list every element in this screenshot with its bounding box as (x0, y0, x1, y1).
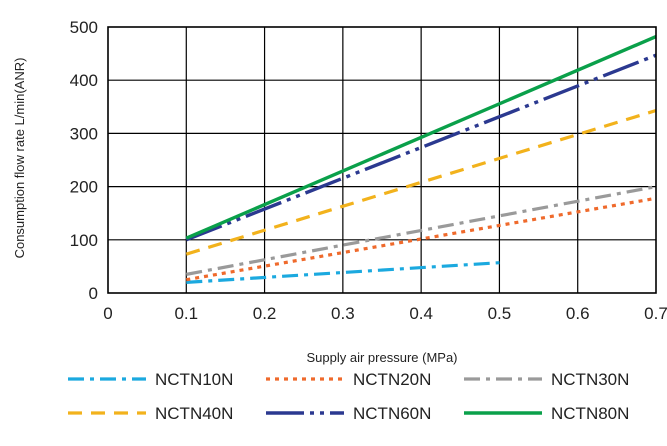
series-line-nctn20n (186, 196, 657, 282)
series-line-nctn60n (185, 53, 657, 242)
x-tick-label: 0.7 (644, 304, 667, 323)
legend-label: NCTN10N (155, 370, 233, 389)
y-tick-label: 200 (70, 178, 98, 197)
x-axis-label: Supply air pressure (MPa) (307, 350, 458, 365)
legend-label: NCTN20N (353, 370, 431, 389)
x-tick-label: 0.4 (409, 304, 433, 323)
x-tick-label: 0.3 (331, 304, 355, 323)
legend-label: NCTN40N (155, 404, 233, 423)
legend-label: NCTN30N (551, 370, 629, 389)
x-tick-label: 0.5 (488, 304, 512, 323)
y-tick-label: 0 (89, 284, 98, 303)
series-line-nctn80n (185, 35, 657, 240)
x-tick-label: 0.1 (174, 304, 198, 323)
y-tick-label: 300 (70, 124, 98, 143)
series-layer (185, 35, 657, 284)
x-tick-label: 0.2 (253, 304, 277, 323)
legend-label: NCTN60N (353, 404, 431, 423)
x-tick-labels: 0 0.1 0.2 0.3 0.4 0.5 0.6 0.7 (103, 304, 667, 323)
y-tick-label: 100 (70, 231, 98, 250)
series-line-nctn10n (186, 261, 500, 284)
plot-frame (107, 26, 657, 294)
y-tick-label: 400 (70, 71, 98, 90)
y-tick-label: 500 (70, 18, 98, 37)
series-line-nctn40n (185, 108, 657, 256)
y-axis-label: Consumption flow rate L/min(ANR) (12, 58, 27, 259)
x-tick-label: 0 (103, 304, 112, 323)
series-line-nctn30n (185, 185, 657, 276)
y-tick-labels: 0 100 200 300 400 500 (70, 18, 98, 303)
legend: NCTN10N NCTN20N NCTN30N NCTN40N NCTN60N NCTN8… (68, 370, 629, 423)
x-tick-label: 0.6 (566, 304, 590, 323)
legend-label: NCTN80N (551, 404, 629, 423)
